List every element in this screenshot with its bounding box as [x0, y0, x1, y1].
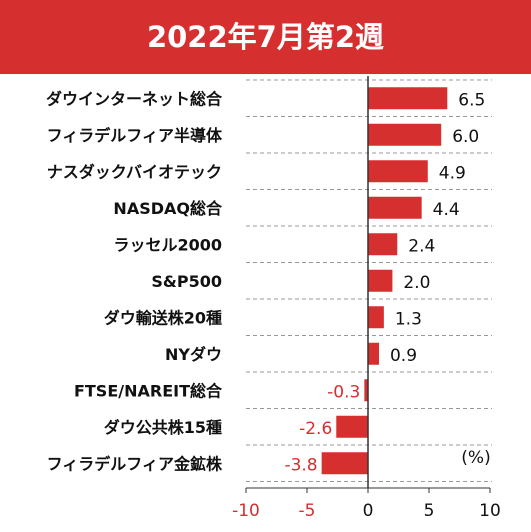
bar — [368, 87, 448, 110]
chart-title: 2022年7月第2週 — [146, 20, 385, 54]
data-label: -2.6 — [299, 419, 332, 439]
bar — [368, 196, 422, 219]
category-label: フィラデルフィア金鉱株 — [47, 454, 223, 473]
x-tick-label: -10 — [232, 501, 260, 521]
unit-label: (%) — [461, 448, 490, 468]
data-label: 2.4 — [408, 236, 435, 256]
data-label: 6.5 — [458, 90, 485, 110]
category-label: NYダウ — [165, 345, 222, 364]
bar — [368, 306, 384, 329]
data-label: 6.0 — [452, 127, 479, 147]
data-label: -0.3 — [327, 382, 360, 402]
category-label: ナスダックバイオテック — [47, 162, 222, 181]
category-label: ダウ公共株15種 — [104, 418, 222, 437]
x-tick-label: 10 — [479, 501, 501, 521]
category-label: ラッセル2000 — [113, 235, 222, 254]
category-label: ダウ輸送株20種 — [104, 308, 222, 327]
category-label: フィラデルフィア半導体 — [47, 126, 223, 145]
bar — [368, 160, 428, 183]
bar — [368, 269, 393, 292]
x-tick-label: 0 — [363, 501, 374, 521]
bar — [364, 379, 368, 402]
bar — [368, 233, 398, 256]
category-label: FTSE/NAREIT総合 — [74, 381, 223, 400]
data-label: 4.9 — [439, 163, 466, 183]
x-tick-label: -5 — [299, 501, 316, 521]
x-tick-label: 5 — [424, 501, 435, 521]
data-label: 1.3 — [395, 309, 422, 329]
data-label: 0.9 — [390, 346, 417, 366]
data-label: 2.0 — [403, 273, 430, 293]
data-label: -3.8 — [284, 455, 317, 475]
bar — [321, 452, 368, 475]
category-label: NASDAQ総合 — [113, 199, 223, 218]
category-label: S&P500 — [151, 272, 222, 291]
chart-header — [0, 0, 531, 74]
bar — [368, 342, 379, 365]
category-label: ダウインターネット総合 — [46, 89, 223, 108]
data-label: 4.4 — [433, 200, 460, 220]
bar — [336, 415, 368, 438]
bar — [368, 123, 442, 146]
